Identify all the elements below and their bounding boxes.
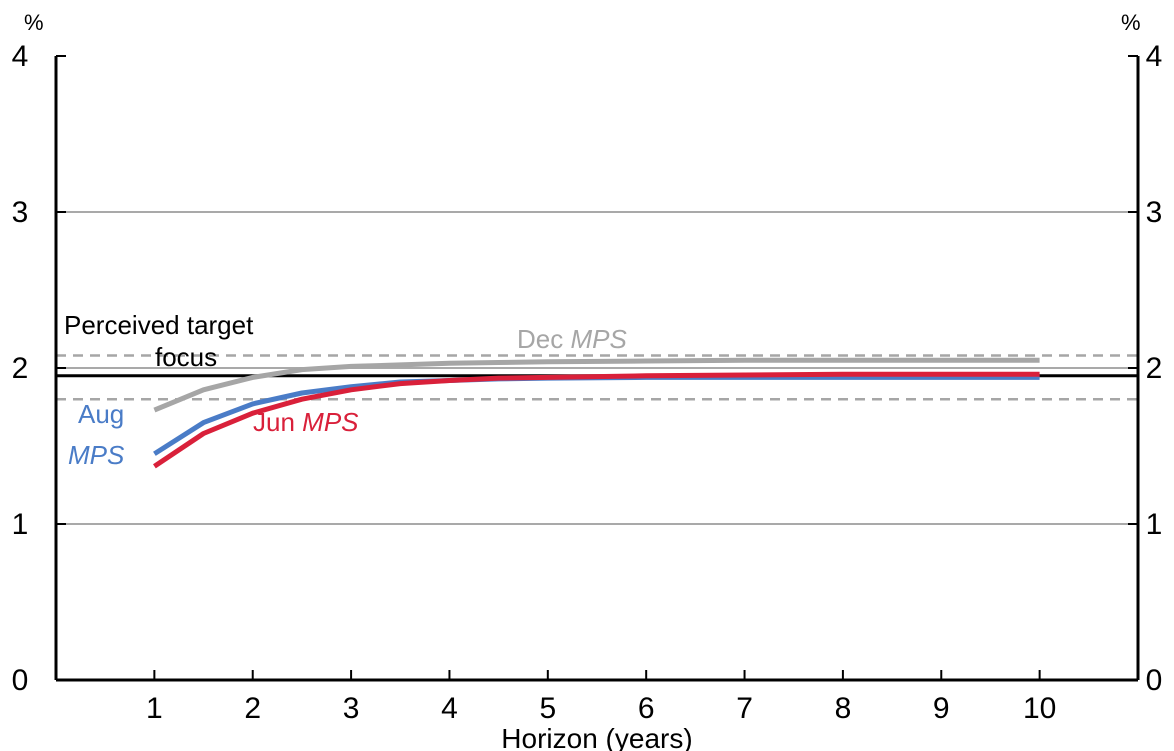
series-line-jun-mps	[153, 371, 1040, 469]
axes	[54, 55, 1140, 682]
y-tick-label-right-2: 2	[1146, 352, 1163, 385]
x-tick-label-3: 3	[343, 692, 360, 725]
y-tick-label-left-4: 4	[12, 40, 29, 73]
x-axis-label: Horizon (years)	[501, 723, 692, 751]
x-tick-label-7: 7	[736, 692, 753, 725]
y-tick-label-right-4: 4	[1146, 40, 1163, 73]
series-lines	[153, 357, 1040, 469]
x-tick-label-9: 9	[933, 692, 950, 725]
y-tick-label-left-3: 3	[12, 196, 29, 229]
y-tick-label-right-3: 3	[1146, 196, 1163, 229]
y-tick-label-left-1: 1	[12, 508, 29, 541]
y-unit-right: %	[1121, 10, 1141, 35]
x-tick-label-10: 10	[1023, 692, 1056, 725]
x-tick-label-1: 1	[146, 692, 163, 725]
jun-mps-label: Jun MPS	[253, 407, 359, 437]
y-unit-left: %	[24, 10, 44, 35]
aug-mps-label-line2: MPS	[68, 440, 125, 470]
target-label-line2: focus	[155, 342, 217, 372]
x-tick-label-5: 5	[539, 692, 556, 725]
x-tick-label-4: 4	[441, 692, 458, 725]
tick-labels: 0 0 1 1 2 2 3 3 4 4 1 2 3 4 5 6 7 8 9 10	[12, 40, 1163, 725]
x-tick-label-8: 8	[835, 692, 852, 725]
y-tick-label-left-0: 0	[12, 664, 29, 697]
x-tick-label-2: 2	[244, 692, 261, 725]
dec-mps-label: Dec MPS	[517, 324, 627, 354]
x-tick-label-6: 6	[638, 692, 655, 725]
y-tick-label-left-2: 2	[12, 352, 29, 385]
aug-mps-label-line1: Aug	[78, 399, 124, 429]
series-line-dec-mps	[153, 357, 1040, 413]
y-tick-label-right-0: 0	[1146, 664, 1163, 697]
y-tick-label-right-1: 1	[1146, 508, 1163, 541]
target-label-line1: Perceived target	[64, 310, 254, 340]
gridlines	[56, 211, 1138, 525]
